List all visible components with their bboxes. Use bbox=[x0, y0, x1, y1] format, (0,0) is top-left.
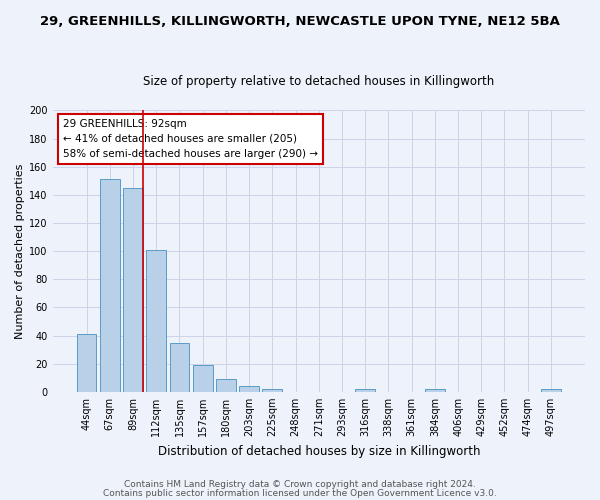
Text: 29, GREENHILLS, KILLINGWORTH, NEWCASTLE UPON TYNE, NE12 5BA: 29, GREENHILLS, KILLINGWORTH, NEWCASTLE … bbox=[40, 15, 560, 28]
Bar bbox=[355, 389, 375, 392]
Title: Size of property relative to detached houses in Killingworth: Size of property relative to detached ho… bbox=[143, 76, 494, 88]
X-axis label: Distribution of detached houses by size in Killingworth: Distribution of detached houses by size … bbox=[158, 444, 480, 458]
Bar bbox=[541, 389, 561, 392]
Bar bbox=[77, 334, 97, 392]
Bar bbox=[193, 365, 212, 392]
Bar bbox=[170, 342, 190, 392]
Bar bbox=[146, 250, 166, 392]
Y-axis label: Number of detached properties: Number of detached properties bbox=[15, 164, 25, 339]
Text: Contains HM Land Registry data © Crown copyright and database right 2024.: Contains HM Land Registry data © Crown c… bbox=[124, 480, 476, 489]
Bar bbox=[239, 386, 259, 392]
Bar bbox=[123, 188, 143, 392]
Bar bbox=[425, 389, 445, 392]
Text: 29 GREENHILLS: 92sqm
← 41% of detached houses are smaller (205)
58% of semi-deta: 29 GREENHILLS: 92sqm ← 41% of detached h… bbox=[63, 119, 318, 158]
Bar bbox=[262, 389, 282, 392]
Bar bbox=[216, 379, 236, 392]
Bar bbox=[100, 180, 119, 392]
Text: Contains public sector information licensed under the Open Government Licence v3: Contains public sector information licen… bbox=[103, 488, 497, 498]
